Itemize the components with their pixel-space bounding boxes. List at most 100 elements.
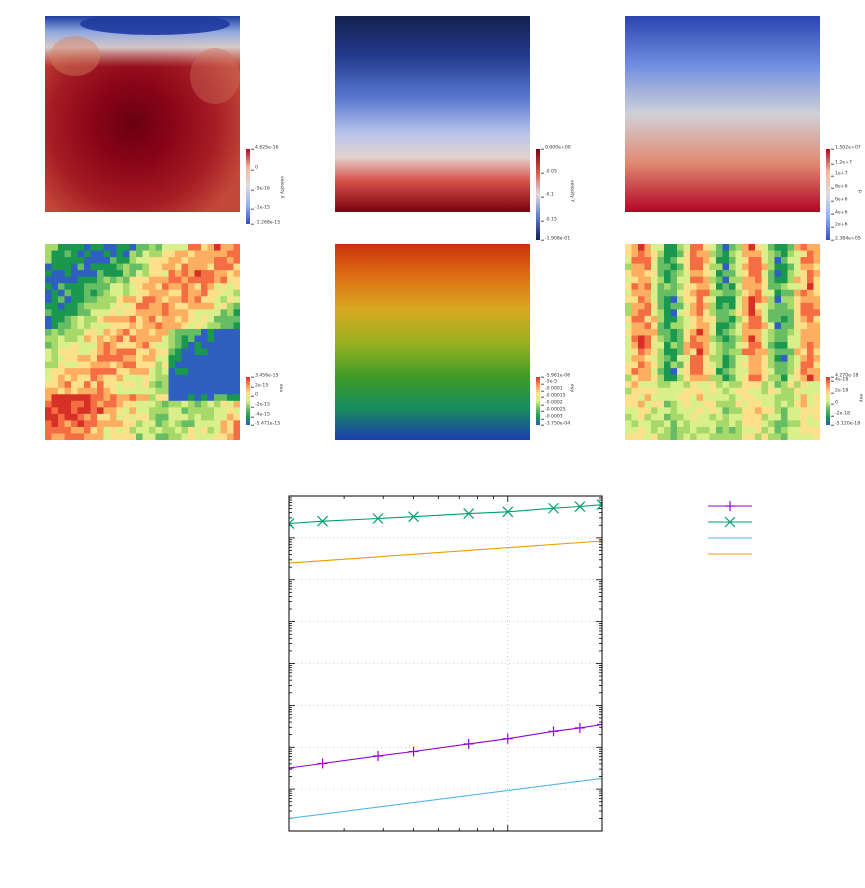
field-cell [664, 283, 671, 291]
field-cell [664, 361, 671, 369]
field-cell [45, 348, 52, 356]
field-cell [188, 283, 195, 291]
field-cell [748, 381, 756, 389]
field-cell [142, 309, 150, 317]
field-cell [214, 270, 221, 278]
field-cell [690, 244, 697, 251]
field-cell [670, 368, 678, 376]
field-cell [168, 426, 176, 434]
field-cell [58, 335, 65, 343]
field-cell [227, 270, 234, 278]
field-cell [690, 387, 697, 395]
field-cell [84, 400, 91, 408]
field-cell [677, 328, 684, 336]
field-cell [45, 257, 52, 264]
field-cell [45, 413, 52, 421]
field-cell [97, 263, 104, 271]
field-cell [51, 270, 59, 278]
field-cell [116, 322, 124, 330]
field-cell [214, 355, 221, 362]
field-cell [774, 263, 782, 271]
field-cell [64, 413, 72, 421]
field-cell [129, 270, 137, 278]
colorbar-tick-label: 2e-18 [830, 389, 849, 395]
field-cell [142, 276, 150, 284]
field-cell [735, 263, 743, 271]
field-cell [103, 374, 111, 382]
field-cell [142, 400, 150, 408]
field-cell [103, 342, 111, 349]
colorbar-tick-label: 4.270e-18 [830, 373, 859, 379]
field-cell [683, 296, 691, 304]
field-cell [188, 276, 195, 284]
field-cell [188, 381, 195, 389]
field-cell [768, 387, 775, 395]
field-cell [201, 374, 208, 382]
field-cell [781, 387, 788, 395]
field-cell [735, 348, 743, 356]
field-cell [51, 426, 59, 434]
field-cell [696, 413, 704, 421]
field-cell [638, 276, 645, 284]
field-cell [690, 368, 697, 376]
field-cell [64, 283, 72, 291]
field-cell [794, 355, 801, 362]
field-cell [155, 368, 163, 376]
field-cell [97, 315, 104, 323]
field-cell [116, 244, 124, 251]
field-cell [657, 413, 665, 421]
field-cell [45, 322, 52, 330]
field-cell [631, 400, 639, 408]
field-cell [103, 355, 111, 362]
field-cell [129, 289, 137, 297]
field-cell [162, 328, 169, 336]
field-cell [690, 289, 697, 297]
field-cell [84, 270, 91, 278]
field-cell [136, 296, 143, 304]
field-cell [794, 361, 801, 369]
field-cell [716, 244, 723, 251]
field-cell [800, 361, 808, 369]
field-cell [664, 342, 671, 349]
field-cell [794, 413, 801, 421]
field-cell [761, 413, 769, 421]
field-cell [110, 361, 117, 369]
field-cell [800, 355, 808, 362]
field-cell [168, 407, 176, 415]
field-cell [90, 426, 98, 434]
field-cell [690, 296, 697, 304]
field-cell [207, 257, 215, 264]
field-cell [136, 387, 143, 395]
field-cell [709, 296, 717, 304]
field-cell [162, 309, 169, 317]
field-cell [768, 342, 775, 349]
field-cell [71, 433, 78, 440]
field-cell [90, 296, 98, 304]
field-cell [781, 407, 788, 415]
field-cell [207, 244, 215, 251]
field-cell [123, 257, 130, 264]
field-cell [768, 335, 775, 343]
field-cell [735, 426, 743, 434]
field-cell [97, 355, 104, 362]
field-cell [638, 315, 645, 323]
field-cell [77, 263, 85, 271]
field-cell [677, 315, 684, 323]
field-cell [214, 263, 221, 271]
field-cell [188, 426, 195, 434]
field-cell [181, 328, 189, 336]
field-cell [149, 322, 156, 330]
field-cell [670, 400, 678, 408]
field-cell [207, 328, 215, 336]
field-cell [162, 368, 169, 376]
field-cell [742, 276, 749, 284]
field-cell [207, 348, 215, 356]
field-cell [220, 328, 228, 336]
field-cell [97, 342, 104, 349]
field-cell [703, 335, 710, 343]
field-cell [155, 381, 163, 389]
field-cell [162, 244, 169, 251]
field-cell [116, 407, 124, 415]
field-cell [181, 296, 189, 304]
field-cell [807, 328, 814, 336]
